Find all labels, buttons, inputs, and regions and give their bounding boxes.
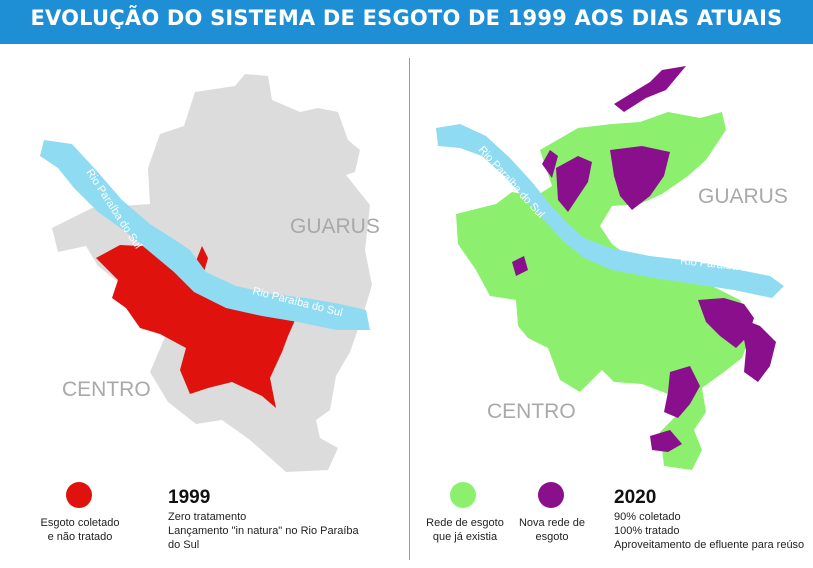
legend-label-line: Nova rede de xyxy=(518,517,586,529)
description-line: Zero tratamento xyxy=(168,511,247,523)
legend-label-line: Esgoto coletado xyxy=(40,517,120,529)
year-1999: 1999 xyxy=(168,487,211,508)
river-paraiba-do-sul xyxy=(436,124,784,298)
description-line: do Sul xyxy=(168,539,200,551)
description-2020: 90% coletado 100% tratado Aproveitamento… xyxy=(614,510,809,552)
map-2020: Rio Paraíba do Sul Rio Paraíba do Sul GU… xyxy=(436,66,788,470)
new-network-area xyxy=(740,318,776,382)
legend-dot-existing-network xyxy=(450,482,476,508)
map-1999: Rio Paraíba do Sul Rio Paraíba do Sul GU… xyxy=(40,74,380,472)
new-network-area xyxy=(542,150,558,178)
new-network-area xyxy=(512,256,528,276)
place-label-guarus: GUARUS xyxy=(698,185,788,208)
description-line: Aproveitamento de efluente para reúso xyxy=(614,539,805,551)
river-paraiba-do-sul xyxy=(40,140,370,330)
title-bar xyxy=(0,0,813,44)
page-title: EVOLUÇÃO DO SISTEMA DE ESGOTO DE 1999 AO… xyxy=(30,6,783,30)
legend-label-existing-network: Rede de esgoto que já existia xyxy=(420,516,510,544)
new-network-area xyxy=(614,66,686,112)
description-line: Lançamento "in natura" no Rio Paraíba xyxy=(168,525,359,537)
new-network-areas xyxy=(512,66,776,452)
place-label-centro: CENTRO xyxy=(487,400,576,423)
description-line: 100% tratado xyxy=(614,525,680,537)
legend-label-line: e não tratado xyxy=(47,531,113,543)
legend-label-new-network: Nova rede de esgoto xyxy=(512,516,592,544)
new-network-area xyxy=(650,430,682,452)
land-area xyxy=(52,74,372,472)
legend-label-collected-untreated: Esgoto coletado e não tratado xyxy=(24,516,136,544)
legend-label-line: esgoto xyxy=(535,531,569,543)
new-network-area xyxy=(664,366,700,418)
legend-dot-new-network xyxy=(538,482,564,508)
collected-untreated-area xyxy=(96,244,296,408)
divider xyxy=(409,58,410,560)
new-network-area xyxy=(610,146,670,210)
year-2020: 2020 xyxy=(614,487,657,508)
description-1999: Zero tratamento Lançamento "in natura" n… xyxy=(168,510,368,552)
legend-label-line: que já existia xyxy=(432,531,498,543)
new-network-area xyxy=(556,156,592,212)
description-line: 90% coletado xyxy=(614,511,681,523)
legend-dot-collected-untreated xyxy=(66,482,92,508)
place-label-guarus: GUARUS xyxy=(290,215,380,238)
legend-label-line: Rede de esgoto xyxy=(426,517,504,529)
place-label-centro: CENTRO xyxy=(62,378,151,401)
new-network-area xyxy=(698,298,754,348)
